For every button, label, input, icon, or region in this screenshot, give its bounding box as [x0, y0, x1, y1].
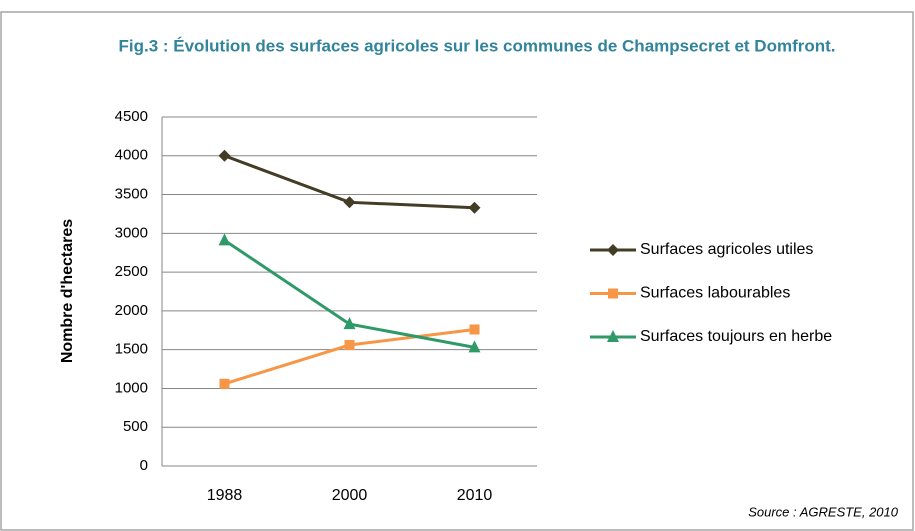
legend-label: Surfaces toujours en herbe [640, 328, 832, 345]
chart-title: Fig.3 : Évolution des surfaces agricoles… [118, 36, 835, 55]
y-tick-label: 1000 [115, 379, 148, 396]
marker [608, 288, 618, 299]
x-tick-label: 2010 [457, 487, 493, 504]
y-tick-label: 4000 [115, 147, 148, 164]
marker [343, 196, 356, 209]
marker [468, 201, 481, 214]
marker [468, 340, 481, 353]
x-tick-label: 2000 [332, 487, 368, 504]
source: Source : AGRESTE, 2010 [748, 504, 899, 519]
y-tick-label: 3500 [115, 186, 148, 203]
frame [0, 11, 914, 531]
y-tick-label: 2000 [115, 302, 148, 319]
legend-label: Surfaces labourables [640, 285, 790, 302]
y-tick-label: 2500 [115, 263, 148, 280]
marker [218, 149, 231, 162]
marker [607, 330, 619, 342]
y-tick-label: 1500 [115, 341, 148, 358]
y-tick-label: 3000 [115, 224, 148, 241]
marker [607, 244, 619, 256]
y-tick-label: 4500 [115, 108, 148, 125]
x-tick-label: 1988 [207, 487, 243, 504]
y-tick-label: 0 [140, 457, 148, 474]
y-axis-label: Nombre d'hectares [59, 219, 76, 363]
legend-label: Surfaces agricoles utiles [640, 241, 813, 258]
marker [344, 340, 355, 351]
marker [469, 324, 480, 335]
y-tick-label: 500 [123, 418, 148, 435]
marker [343, 317, 356, 330]
marker [219, 378, 230, 389]
marker [218, 233, 231, 246]
